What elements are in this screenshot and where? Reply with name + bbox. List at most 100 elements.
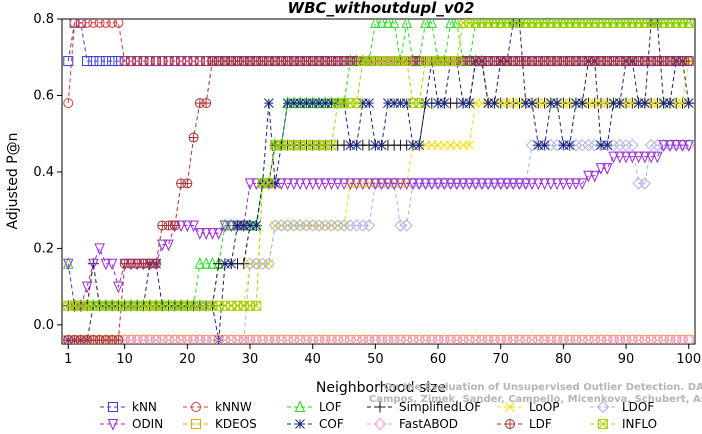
point-ldf-23 (201, 98, 212, 109)
point-odin-24 (207, 228, 218, 240)
legend-label-simplifiedlof: SimplifiedLOF (399, 400, 481, 414)
legend-item-ldf: LDF (497, 417, 552, 431)
point-cof-69 (489, 98, 500, 108)
series-line-inflo (68, 22, 689, 307)
point-kdeos-17 (163, 335, 174, 344)
point-fastabod-90 (619, 333, 633, 344)
x-tick-label-70: 70 (492, 352, 509, 367)
point-kdeos-75 (527, 335, 538, 344)
point-odin-89 (614, 151, 626, 164)
point-fastabod-67 (475, 333, 489, 344)
point-fastabod-28 (231, 333, 244, 344)
series-inflo (63, 19, 694, 311)
point-fastabod-71 (500, 333, 514, 344)
point-odin-73 (514, 178, 525, 191)
point-fastabod-92 (632, 333, 645, 344)
point-odin-60 (432, 178, 444, 191)
legend-item-odin: ODIN (100, 417, 163, 431)
point-fastabod-10 (118, 333, 131, 344)
point-ldof-83 (575, 138, 589, 152)
point-inflo-31 (251, 300, 262, 311)
point-fastabod-55 (400, 333, 413, 344)
point-odin-85 (589, 170, 600, 183)
point-odin-22 (194, 228, 206, 240)
point-knnw-2 (69, 19, 80, 28)
point-knn-1 (63, 56, 74, 67)
point-fastabod-35 (275, 333, 288, 344)
point-fastabod-59 (425, 333, 438, 344)
point-ldof-95 (651, 138, 664, 152)
point-cof-65 (464, 98, 475, 108)
point-knn-8 (107, 56, 118, 67)
point-fastabod-77 (538, 333, 551, 344)
point-fastabod-60 (431, 333, 445, 344)
point-ldof-41 (312, 219, 326, 232)
point-fastabod-79 (550, 333, 564, 344)
point-cof-87 (602, 140, 613, 151)
point-fastabod-48 (356, 333, 370, 344)
x-tick-label-80: 80 (555, 352, 572, 367)
point-odin-45 (338, 178, 350, 191)
legend-label-ldof: LDOF (622, 400, 654, 414)
point-fastabod-62 (444, 333, 457, 344)
point-odin-17 (163, 239, 174, 252)
point-ldof-43 (325, 219, 338, 232)
point-odin-95 (652, 151, 663, 164)
point-fastabod-63 (450, 333, 464, 344)
point-fastabod-81 (563, 333, 576, 344)
point-ldof-55 (400, 219, 413, 232)
point-knn-9 (113, 56, 124, 67)
series-fastabod (62, 333, 695, 344)
point-ldof-78 (544, 138, 558, 152)
point-inflo-63 (451, 56, 462, 67)
legend-marker-inflo (598, 419, 608, 429)
point-ldof-93 (638, 177, 652, 190)
legend-marker-kdeos (191, 419, 201, 429)
point-ldof-37 (287, 219, 301, 232)
legend-label-cof: COF (319, 417, 344, 431)
point-odin-68 (482, 178, 494, 191)
point-ldof-31 (250, 257, 263, 270)
point-ldof-44 (331, 219, 344, 232)
y-tick-label-1: 0.2 (33, 241, 54, 256)
point-kdeos-94 (646, 335, 657, 344)
x-tick-label-1: 1 (64, 352, 72, 367)
point-fastabod-38 (293, 333, 307, 344)
series-line-odin (67, 144, 689, 307)
point-odin-72 (507, 178, 519, 191)
point-odin-86 (595, 163, 607, 175)
point-fastabod-39 (300, 333, 313, 344)
point-fastabod-100 (682, 333, 695, 344)
legend-item-knn: kNN (100, 400, 157, 414)
point-odin-62 (445, 178, 456, 191)
point-fastabod-43 (325, 333, 338, 344)
point-odin-55 (401, 178, 412, 191)
point-fastabod-34 (268, 333, 282, 344)
point-lof-52 (382, 19, 394, 28)
legend-marker-fastabod (373, 417, 387, 431)
point-kdeos-37 (288, 335, 299, 344)
point-ldof-94 (644, 138, 658, 152)
point-fastabod-82 (569, 333, 583, 344)
point-fastabod-66 (469, 333, 482, 344)
legend-item-fastabod: FastABOD (367, 417, 458, 431)
x-tick-label-100: 100 (676, 352, 701, 367)
point-fastabod-89 (613, 333, 626, 344)
point-cof-47 (351, 140, 362, 151)
point-odin-61 (439, 178, 450, 191)
series-line-ldof (68, 144, 689, 341)
point-ldof-75 (525, 138, 539, 152)
point-cof-51 (376, 140, 387, 151)
point-kdeos-74 (520, 335, 531, 344)
point-cof-75 (527, 98, 537, 108)
point-odin-23 (200, 228, 212, 240)
point-ldof-85 (588, 138, 601, 152)
point-fastabod-50 (369, 333, 382, 344)
point-odin-25 (213, 228, 224, 240)
legend-item-cof: COF (287, 417, 344, 431)
point-ldf-18 (169, 220, 180, 231)
point-ldof-91 (626, 138, 639, 152)
point-ldof-34 (268, 219, 282, 232)
point-fastabod-29 (237, 333, 250, 344)
